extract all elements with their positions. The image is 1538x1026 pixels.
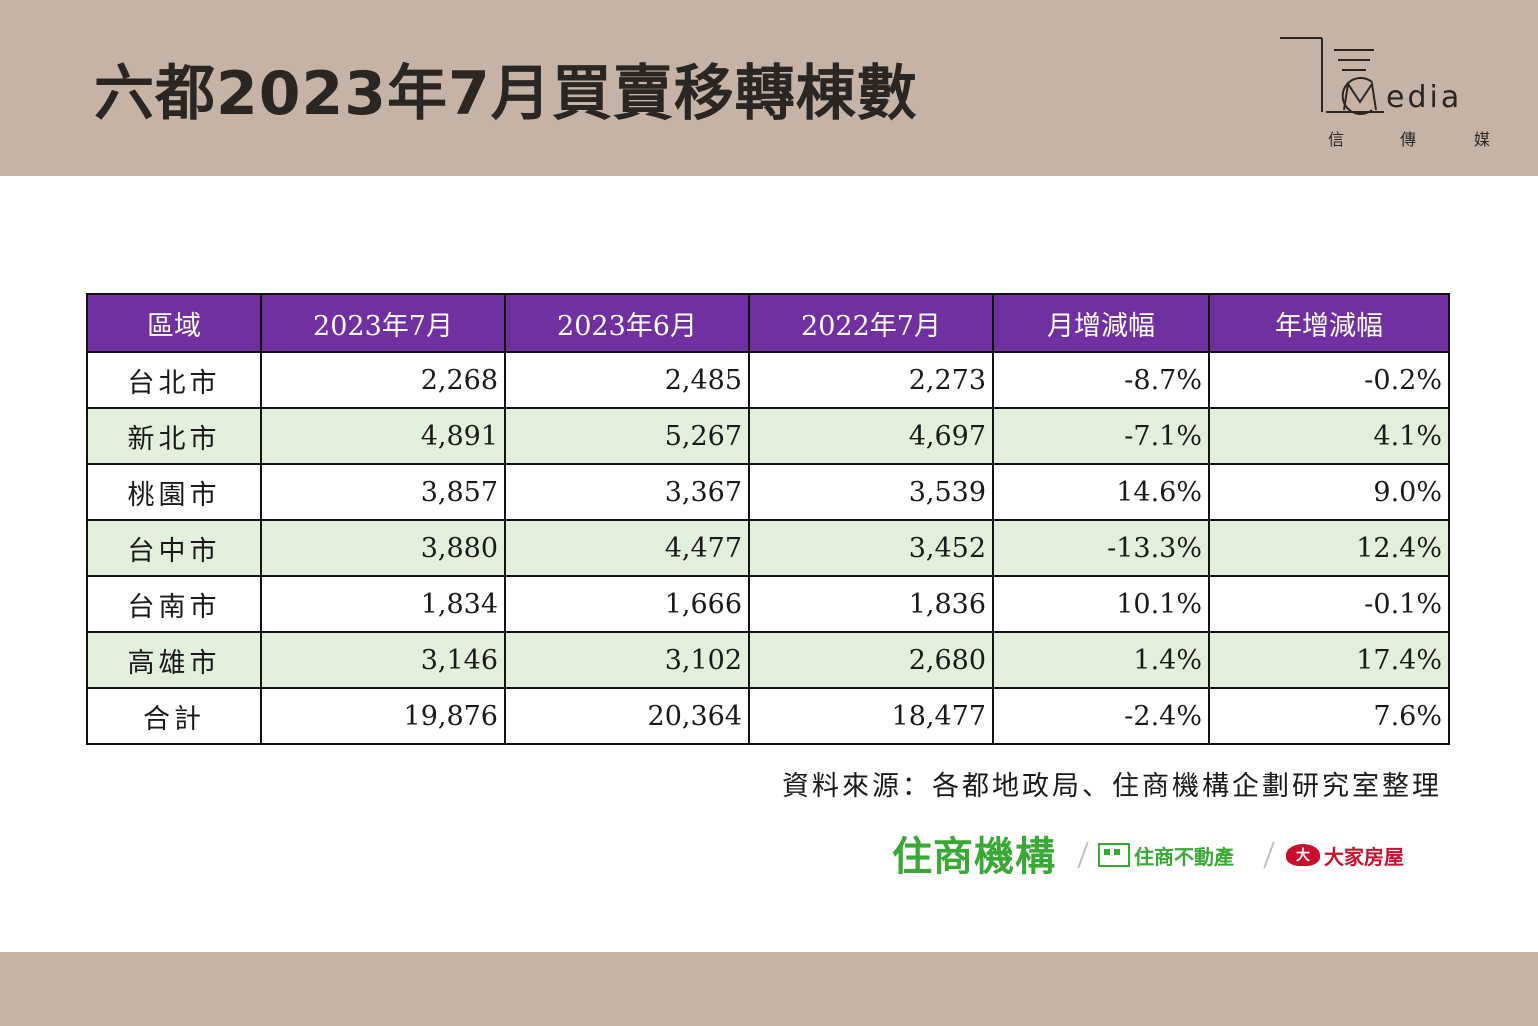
brand-tertiary-label: 大家房屋	[1324, 844, 1404, 869]
value-cell: 3,367	[504, 463, 750, 521]
value-cell: 4.1%	[1208, 407, 1450, 465]
value-cell: -0.2%	[1208, 351, 1450, 409]
value-cell: 9.0%	[1208, 463, 1450, 521]
value-cell: 1,836	[748, 575, 994, 633]
transfer-table: 區域 2023年7月 2023年6月 2022年7月 月增減幅 年增減幅 台北市…	[86, 293, 1450, 745]
column-header: 2023年7月	[260, 293, 506, 353]
value-cell: 1,834	[260, 575, 506, 633]
brand-tertiary-logo: 大 大家房屋	[1286, 840, 1404, 870]
region-cell: 新北市	[86, 407, 262, 465]
value-cell: 14.6%	[992, 463, 1210, 521]
header-band: 六都2023年7月買賣移轉棟數 edia 信 傳 媒	[0, 0, 1538, 176]
value-cell: 2,485	[504, 351, 750, 409]
value-cell: 2,680	[748, 631, 994, 689]
value-cell: 10.1%	[992, 575, 1210, 633]
value-cell: 1.4%	[992, 631, 1210, 689]
brand-mark-icon: 大	[1286, 844, 1320, 866]
value-cell: 2,268	[260, 351, 506, 409]
value-cell: 3,452	[748, 519, 994, 577]
value-cell: 7.6%	[1208, 687, 1450, 745]
column-header: 2023年6月	[504, 293, 750, 353]
column-header: 區域	[86, 293, 262, 353]
table-row: 台中市 3,880 4,477 3,452 -13.3% 12.4%	[86, 519, 1450, 577]
value-cell: 3,539	[748, 463, 994, 521]
house-icon	[1098, 843, 1130, 867]
table-row: 台北市 2,268 2,485 2,273 -8.7% -0.2%	[86, 351, 1450, 409]
value-cell: 4,891	[260, 407, 506, 465]
media-logo: edia 信 傳 媒	[1276, 30, 1498, 150]
value-cell: 12.4%	[1208, 519, 1450, 577]
logo-sub-char: 傳	[1400, 130, 1417, 149]
value-cell: -13.3%	[992, 519, 1210, 577]
value-cell: -2.4%	[992, 687, 1210, 745]
value-cell: -0.1%	[1208, 575, 1450, 633]
column-header: 月增減幅	[992, 293, 1210, 353]
table-row: 高雄市 3,146 3,102 2,680 1.4% 17.4%	[86, 631, 1450, 689]
brand-divider	[1263, 842, 1275, 868]
logo-mark-icon	[1280, 37, 1384, 115]
table-header-row: 區域 2023年7月 2023年6月 2022年7月 月增減幅 年增減幅	[86, 293, 1450, 353]
logo-sub-char: 媒	[1474, 130, 1491, 149]
table-row: 新北市 4,891 5,267 4,697 -7.1% 4.1%	[86, 407, 1450, 465]
footer-band	[0, 952, 1538, 1026]
value-cell: -8.7%	[992, 351, 1210, 409]
region-cell: 台北市	[86, 351, 262, 409]
value-cell: 4,697	[748, 407, 994, 465]
table-row: 台南市 1,834 1,666 1,836 10.1% -0.1%	[86, 575, 1450, 633]
brand-secondary-label: 住商不動產	[1134, 844, 1234, 869]
value-cell: 19,876	[260, 687, 506, 745]
region-cell: 台南市	[86, 575, 262, 633]
region-cell: 高雄市	[86, 631, 262, 689]
value-cell: 4,477	[504, 519, 750, 577]
page-title: 六都2023年7月買賣移轉棟數	[94, 59, 918, 129]
logo-sub-char: 信	[1328, 130, 1345, 149]
brand-primary-logo: 住商機構	[892, 834, 1056, 880]
source-note: 資料來源：各都地政局、住商機構企劃研究室整理	[782, 771, 1442, 802]
value-cell: 20,364	[504, 687, 750, 745]
brand-secondary-logo: 住商不動產	[1098, 840, 1234, 870]
logo-wordmark: edia	[1386, 80, 1463, 115]
table-total-row: 合計 19,876 20,364 18,477 -2.4% 7.6%	[86, 687, 1450, 745]
brand-divider	[1077, 842, 1089, 868]
value-cell: 1,666	[504, 575, 750, 633]
value-cell: 3,880	[260, 519, 506, 577]
value-cell: 18,477	[748, 687, 994, 745]
value-cell: 3,857	[260, 463, 506, 521]
value-cell: -7.1%	[992, 407, 1210, 465]
region-cell: 合計	[86, 687, 262, 745]
region-cell: 台中市	[86, 519, 262, 577]
value-cell: 17.4%	[1208, 631, 1450, 689]
value-cell: 3,146	[260, 631, 506, 689]
value-cell: 5,267	[504, 407, 750, 465]
column-header: 年增減幅	[1208, 293, 1450, 353]
column-header: 2022年7月	[748, 293, 994, 353]
value-cell: 2,273	[748, 351, 994, 409]
table-row: 桃園市 3,857 3,367 3,539 14.6% 9.0%	[86, 463, 1450, 521]
value-cell: 3,102	[504, 631, 750, 689]
region-cell: 桃園市	[86, 463, 262, 521]
